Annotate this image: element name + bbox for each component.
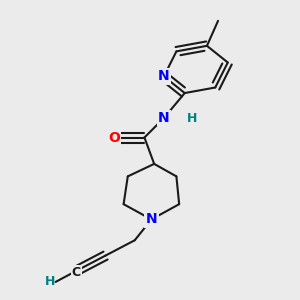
Text: N: N — [158, 111, 170, 125]
Text: N: N — [158, 69, 170, 83]
Text: N: N — [146, 212, 157, 226]
Text: H: H — [45, 275, 55, 288]
Text: H: H — [187, 112, 197, 124]
Text: O: O — [108, 130, 120, 145]
Text: C: C — [72, 266, 81, 279]
